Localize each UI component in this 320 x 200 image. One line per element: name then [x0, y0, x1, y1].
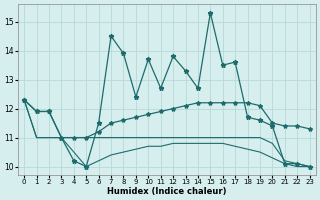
X-axis label: Humidex (Indice chaleur): Humidex (Indice chaleur): [107, 187, 227, 196]
